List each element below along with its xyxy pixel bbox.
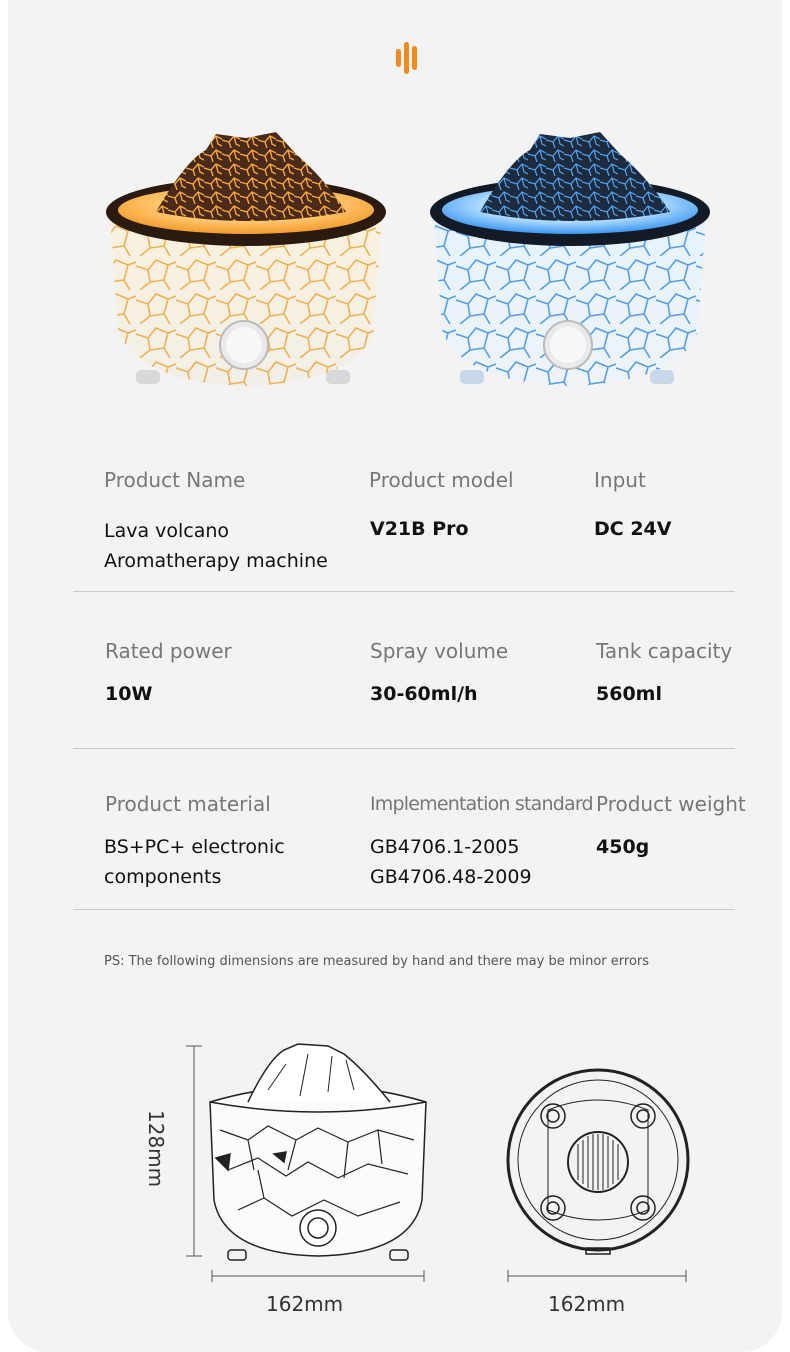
input-value: DC 24V — [594, 518, 672, 540]
standard-value-2: GB4706.48-2009 — [370, 866, 532, 888]
blue-volcano-unit — [430, 132, 710, 386]
measurement-note: PS: The following dimensions are measure… — [104, 954, 650, 969]
standard-label: Implementation standard — [370, 793, 594, 815]
row-divider — [73, 748, 735, 749]
product-spec-page: Product Name Product model Input Lava vo… — [8, 0, 782, 1352]
tank-capacity-label: Tank capacity — [596, 639, 733, 663]
weight-value: 450g — [596, 836, 650, 858]
height-dimension-label: 128mm — [144, 1110, 168, 1188]
bottom-view-drawing — [506, 1068, 690, 1282]
bottom-width-dimension-label: 162mm — [548, 1292, 626, 1316]
material-value: BS+PC+ electronic components — [104, 836, 285, 888]
rated-power-value: 10W — [105, 683, 153, 705]
weight-label: Product weight — [596, 792, 746, 816]
product-name-value: Lava volcano Aromatherapy machine — [104, 520, 328, 572]
row-divider — [73, 909, 735, 910]
tank-capacity-value: 560ml — [596, 683, 662, 705]
spray-volume-value: 30-60ml/h — [370, 683, 478, 705]
product-model-label: Product model — [369, 468, 514, 492]
product-photos — [106, 132, 710, 386]
product-name-label: Product Name — [104, 468, 246, 492]
input-label: Input — [594, 468, 646, 492]
amber-volcano-unit — [106, 132, 386, 386]
side-view-drawing — [186, 1043, 427, 1282]
standard-value-1: GB4706.1-2005 — [370, 836, 520, 858]
side-width-dimension-label: 162mm — [266, 1292, 344, 1316]
row-divider — [73, 591, 735, 592]
dimension-drawings — [186, 1043, 690, 1282]
spray-volume-label: Spray volume — [370, 639, 509, 663]
material-label: Product material — [105, 792, 271, 816]
product-model-value: V21B Pro — [370, 518, 469, 540]
rated-power-label: Rated power — [105, 639, 232, 663]
brand-logo-icon — [396, 42, 426, 74]
